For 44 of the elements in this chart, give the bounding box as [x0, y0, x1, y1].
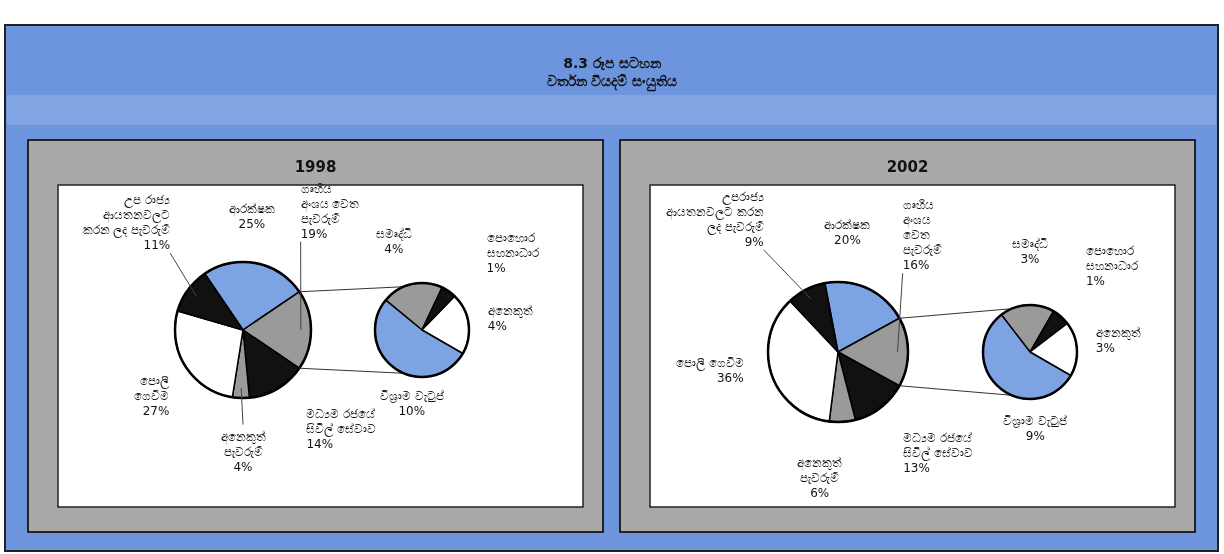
slice-label: අනෙකුත්	[487, 304, 533, 319]
slice-label: උප රාජ්‍ය ආයතනවලට කරන ලද පැවරුම්	[82, 193, 171, 239]
text: 8.3 රූප සටහන	[563, 55, 662, 71]
slice-label: මධ්‍යම රජයේ සිවිල් සේවාව	[903, 430, 974, 461]
slice-label: විශ්‍රාම වැටුප්	[1003, 413, 1068, 428]
data-label: 25%	[238, 217, 266, 232]
data-label: 1%	[486, 260, 506, 275]
data-label: 19%	[300, 226, 328, 241]
slice-label: පොහොර සහනාධාර	[1085, 244, 1139, 274]
slice-label: උපරාජ්‍ය ආයතනවලට කරන ලද පැවරුම්	[665, 189, 764, 235]
slice-label: ගෘහීය අංශය වෙත පැවරුම්	[902, 198, 942, 258]
slice-label: ගෘහීය අංශය වෙත පැවරුම්	[300, 181, 360, 226]
slice-label: අනෙකුත් පැවරුම්	[797, 456, 843, 486]
data-label: 13%	[903, 460, 930, 475]
data-label: 6%	[810, 486, 830, 501]
chart-title: 2002	[886, 158, 929, 176]
slice-label: පොලී ගෙවීම	[675, 356, 744, 372]
data-label: 1%	[1085, 274, 1105, 289]
slice-label: ආරක්ෂක	[228, 202, 275, 218]
slice-label: පොලී ගෙවීම	[134, 373, 170, 403]
slice-label: ආරක්ෂක	[824, 217, 871, 233]
data-label: 11%	[143, 238, 171, 253]
data-label: 20%	[834, 232, 861, 247]
slice-label: සමෘද්ධි	[1012, 236, 1048, 251]
slice-label: මධ්‍යම රජයේ සිවිල් සේවාව	[306, 406, 377, 437]
data-label: 3%	[1095, 341, 1115, 355]
data-label: 4%	[233, 459, 253, 474]
data-label: 16%	[902, 258, 930, 273]
data-label: 10%	[398, 403, 426, 418]
data-label: 9%	[744, 234, 764, 249]
chart-title: 1998	[294, 158, 337, 176]
slice-label: පොහොර සහනාධාර	[486, 230, 540, 260]
slice-label: අනෙකුත් පැවරුම්	[220, 429, 266, 459]
slice-label: අනෙකුත්	[1095, 326, 1141, 341]
data-label: 4%	[384, 241, 404, 256]
slice-label: විශ්‍රාම වැටුප්	[379, 388, 444, 403]
data-label: 4%	[487, 319, 507, 333]
data-label: 3%	[1020, 251, 1040, 266]
text: වර්තන වියදම් සංයුතිය	[546, 73, 678, 92]
data-label: 36%	[716, 371, 744, 386]
data-label: 14%	[306, 436, 334, 451]
data-label: 27%	[142, 403, 170, 418]
slice-label: සමෘද්ධි	[375, 226, 412, 241]
data-label: 9%	[1025, 428, 1045, 443]
